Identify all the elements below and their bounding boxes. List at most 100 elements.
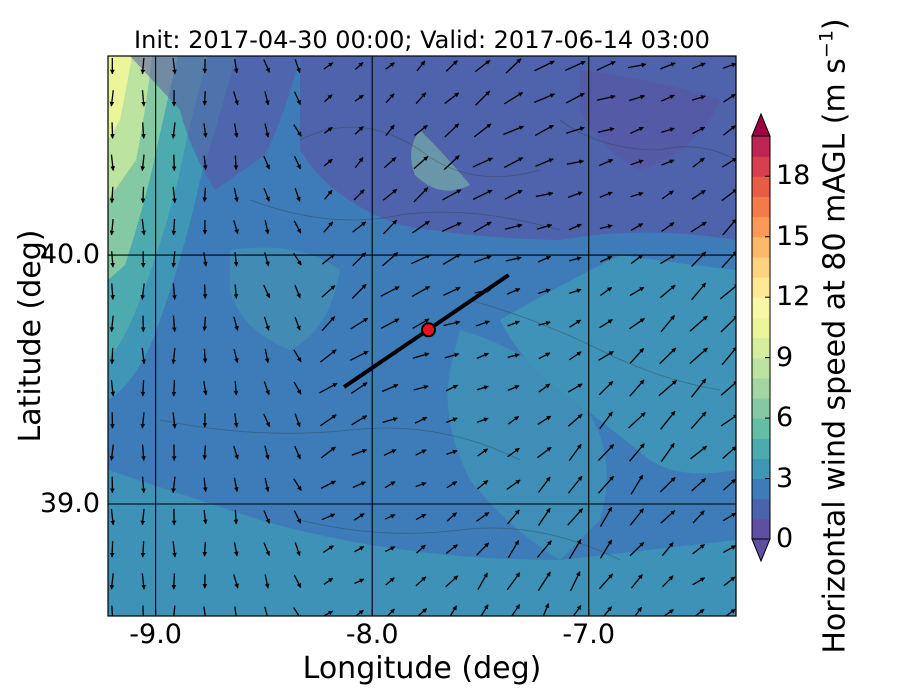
wind-arrow	[140, 186, 146, 204]
colorbar-tick-label: 3	[776, 462, 794, 494]
wind-arrow	[721, 188, 736, 202]
colorbar-tick-label: 9	[776, 341, 794, 373]
wind-arrow	[385, 124, 395, 137]
wind-arrow	[233, 413, 239, 428]
colorbar-tick-label: 15	[776, 220, 811, 252]
colorbar-segment	[752, 317, 770, 339]
wind-arrow	[629, 317, 645, 330]
wind-arrow	[565, 92, 585, 104]
wind-arrow	[321, 253, 335, 265]
colorbar-frame	[751, 135, 771, 540]
wind-arrow	[473, 255, 492, 263]
wind-arrow	[660, 315, 676, 333]
plot-frame	[107, 55, 737, 617]
x-tick-label: -9.0	[129, 619, 182, 650]
wind-arrow	[660, 62, 676, 70]
wind-arrow	[568, 223, 582, 231]
colorbar-segment	[752, 478, 770, 500]
wind-arrow	[694, 608, 705, 616]
colorbar-segment	[752, 136, 770, 157]
wind-arrow	[350, 382, 368, 394]
wind-arrow	[109, 315, 115, 333]
wind-arrow	[323, 221, 334, 233]
wind-arrow	[506, 288, 521, 295]
wind-arrow	[597, 443, 615, 461]
wind-arrow	[535, 158, 554, 167]
wind-arrow	[354, 157, 364, 169]
wind-arrow	[140, 283, 146, 300]
wind-arrow	[599, 318, 613, 329]
wind-arrow	[723, 576, 736, 587]
wind-arrow	[172, 283, 177, 300]
wind-arrow	[349, 350, 369, 361]
wind-arrow	[634, 606, 643, 616]
gridlines	[108, 56, 736, 616]
wind-arrow	[110, 508, 116, 526]
wind-arrow	[476, 479, 489, 490]
wind-arrow	[294, 445, 301, 460]
wind-arrow	[443, 286, 461, 296]
wind-arrow	[202, 91, 208, 106]
wind-arrow	[630, 126, 644, 135]
wind-arrow	[690, 221, 707, 233]
wind-arrow	[263, 59, 271, 73]
colorbar-segment	[752, 418, 770, 439]
wind-arrow	[202, 284, 208, 299]
wind-arrow	[323, 62, 334, 70]
wind-arrow	[596, 94, 616, 101]
wind-arrow	[542, 603, 550, 616]
wind-arrow	[352, 221, 367, 233]
wind-arrow	[173, 605, 176, 616]
wind-arrow	[596, 60, 616, 71]
colorbar-segment	[752, 216, 770, 238]
wind-arrow	[629, 541, 645, 557]
wind-arrow	[171, 218, 177, 236]
wind-arrow	[202, 348, 208, 364]
wind-arrow	[353, 189, 365, 201]
colorbar-segment	[752, 297, 770, 318]
wind-arrow	[720, 314, 736, 333]
wind-arrow	[534, 60, 555, 72]
wind-arrow	[263, 413, 271, 428]
colorbar-segment	[752, 377, 770, 399]
wind-arrow	[446, 417, 458, 423]
wind-arrow	[507, 353, 520, 358]
wind-arrow	[263, 188, 270, 202]
y-tick-label: 40.0	[39, 239, 100, 271]
wind-arrow	[412, 318, 430, 329]
wind-arrow	[233, 509, 239, 525]
wind-arrow	[722, 445, 736, 460]
wind-arrow	[691, 95, 706, 101]
wind-arrow	[294, 187, 301, 202]
site-marker	[420, 322, 436, 338]
wind-arrow	[263, 316, 270, 331]
wind-arrow	[691, 189, 706, 200]
wind-arrow	[538, 320, 551, 326]
colorbar-segment	[752, 156, 770, 177]
wind-arrow	[171, 380, 177, 397]
wind-arrow	[384, 546, 396, 552]
wind-arrow	[320, 480, 336, 489]
wind-arrow	[109, 186, 115, 204]
wind-arrow	[599, 255, 613, 263]
wind-arrow	[629, 347, 645, 364]
wind-arrow	[567, 508, 584, 526]
wind-arrow	[109, 541, 115, 558]
wind-arrow	[722, 62, 736, 69]
wind-arrow	[445, 544, 458, 555]
wind-arrow	[689, 315, 708, 332]
wind-arrow	[380, 286, 400, 297]
wind-arrow	[603, 606, 613, 616]
wind-arrow	[381, 383, 399, 393]
colorbar-segment	[752, 498, 770, 520]
wind-arrow	[383, 449, 397, 456]
wind-arrow	[323, 610, 334, 616]
wind-arrow	[412, 352, 430, 359]
wind-arrow	[109, 444, 115, 461]
wind-arrow	[294, 284, 301, 299]
wind-arrow	[384, 481, 396, 489]
wind-arrow	[110, 283, 115, 300]
wind-arrow	[263, 381, 270, 396]
wind-arrow	[264, 252, 270, 267]
